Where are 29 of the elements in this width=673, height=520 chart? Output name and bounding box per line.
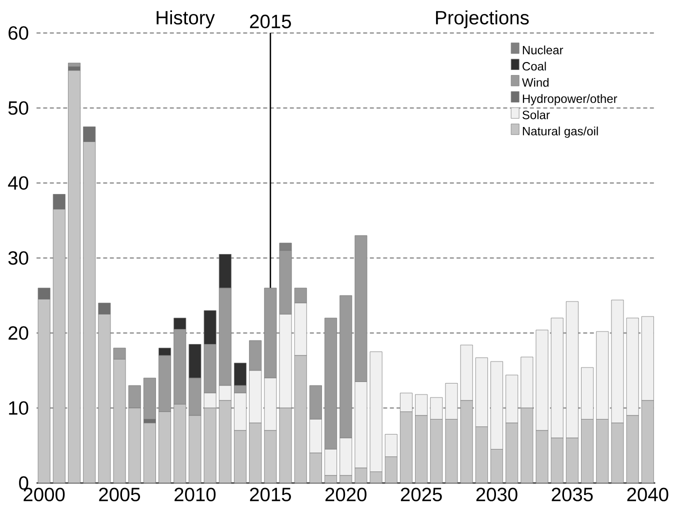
bar [143, 378, 156, 420]
y-tick-label: 0 [19, 476, 28, 490]
y-tick-label: 20 [8, 326, 28, 340]
legend-label: Solar [522, 110, 550, 120]
text: Projections [436, 10, 529, 28]
text: History [156, 10, 215, 28]
y-tick-label: 10 [9, 401, 28, 415]
bar [68, 62, 80, 67]
x-tick-label: 2015 [250, 488, 291, 502]
legend-label: Hydropower/other [522, 94, 618, 106]
legend-label: Coal [522, 62, 546, 71]
legend-label: Wind [522, 78, 549, 87]
y-tick-label: 40 [8, 176, 28, 190]
x-tick-label: 2035 [552, 488, 593, 502]
y-tick-label: 30 [8, 251, 28, 265]
y-tick-label: 50 [8, 101, 28, 115]
ref-line-label: 2015 [250, 14, 291, 28]
bar [68, 70, 80, 484]
x-tick-label: 2010 [174, 488, 216, 502]
x-tick-label: 2040 [627, 488, 668, 502]
y-tick-label: 60 [8, 26, 28, 40]
x-tick-label: 2025 [400, 488, 442, 502]
x-tick-label: 2020 [325, 488, 366, 502]
legend-label: Natural gas/oil [522, 126, 598, 138]
x-tick-label: 2005 [99, 488, 140, 502]
x-tick-label: 2000 [24, 488, 65, 502]
bar [143, 422, 156, 484]
x-tick-label: 2030 [476, 488, 518, 502]
legend-label: Nuclear [522, 46, 564, 54]
